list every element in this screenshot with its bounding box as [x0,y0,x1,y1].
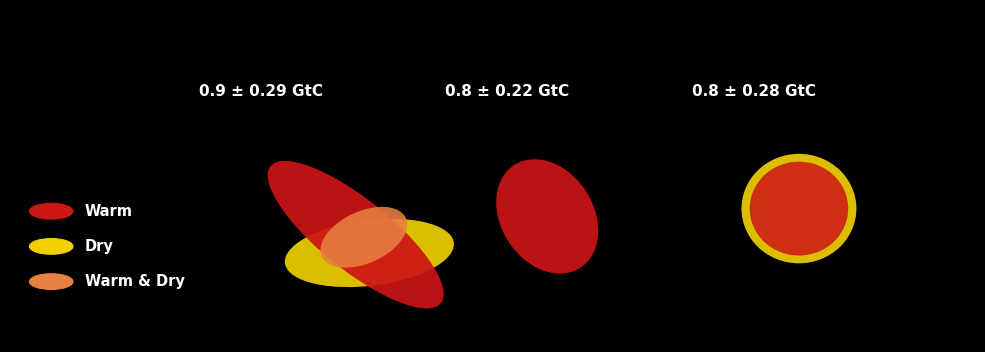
Circle shape [30,239,73,254]
Text: Dry: Dry [85,239,113,254]
Circle shape [30,203,73,219]
Circle shape [30,274,73,289]
Ellipse shape [285,219,454,287]
Ellipse shape [496,159,598,274]
Ellipse shape [750,162,848,256]
Text: Warm & Dry: Warm & Dry [85,274,184,289]
Text: 0.9 ± 0.29 GtC: 0.9 ± 0.29 GtC [199,84,323,99]
Text: 0.8 ± 0.28 GtC: 0.8 ± 0.28 GtC [691,84,816,99]
Ellipse shape [268,161,443,308]
Ellipse shape [742,154,856,263]
Text: Warm: Warm [85,204,133,219]
Text: 0.8 ± 0.22 GtC: 0.8 ± 0.22 GtC [445,84,569,99]
Ellipse shape [320,207,407,268]
